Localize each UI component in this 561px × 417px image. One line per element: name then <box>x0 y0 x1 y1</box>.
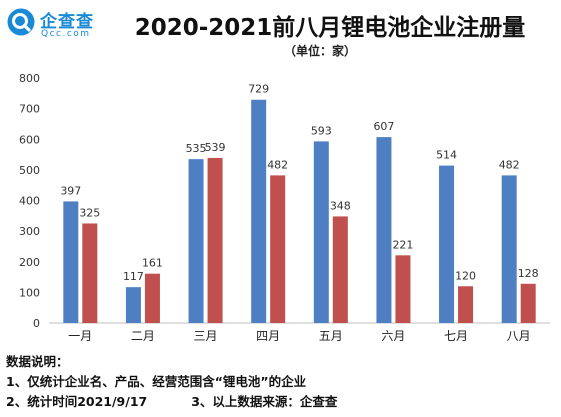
notes-line-3: 3、以上数据来源：企查查 <box>191 394 338 409</box>
data-label: 117 <box>123 270 144 283</box>
x-tick-label: 一月 <box>68 329 92 343</box>
x-tick-label: 二月 <box>131 329 155 343</box>
data-notes: 数据说明： 1、仅统计企业名、产品、经营范围含“锂电池”的企业 2、统计时间20… <box>6 352 337 412</box>
bar-chart: 0 100 200 300 400 500 600 700 800 一月 397 325 二月 11716… <box>19 72 550 343</box>
y-tick-label: 300 <box>19 225 40 238</box>
notes-line-2: 2、统计时间2021/9/17 <box>6 394 148 409</box>
bar <box>332 216 348 323</box>
data-label: 221 <box>392 238 413 251</box>
bar <box>144 273 160 323</box>
brand-name-en: Qcc.com <box>41 29 91 39</box>
bar <box>125 287 141 323</box>
chart-title: 2020-2021前八月锂电池企业注册量 <box>134 15 526 41</box>
qcc-logo-icon <box>7 8 35 36</box>
bar <box>251 99 267 324</box>
x-tick-label: 七月 <box>444 329 468 343</box>
data-label: 482 <box>267 158 288 171</box>
data-label: 593 <box>311 124 332 137</box>
notes-line-1: 1、仅统计企业名、产品、经营范围含“锂电池”的企业 <box>6 374 307 389</box>
bar <box>520 283 536 323</box>
data-label: 539 <box>205 141 226 154</box>
y-tick-label: 500 <box>19 164 40 177</box>
bar <box>376 137 392 323</box>
bar <box>395 255 411 323</box>
data-label: 397 <box>60 184 81 197</box>
y-tick-label: 400 <box>19 195 40 208</box>
data-label: 482 <box>499 158 520 171</box>
notes-heading: 数据说明： <box>6 354 69 369</box>
data-label: 607 <box>373 120 394 133</box>
bar <box>313 141 329 323</box>
x-tick-label: 八月 <box>507 329 531 343</box>
bar <box>188 159 204 323</box>
bar <box>63 201 79 323</box>
data-label: 535 <box>186 142 207 155</box>
y-tick-label: 600 <box>19 133 40 146</box>
bar <box>207 157 223 323</box>
y-tick-label: 0 <box>33 317 40 330</box>
data-label: 729 <box>248 83 269 96</box>
brand-name-cn: 企查查 <box>40 12 94 32</box>
data-label: 348 <box>330 199 351 212</box>
x-tick-label: 三月 <box>194 329 218 343</box>
bar <box>82 223 98 323</box>
y-tick-label: 200 <box>19 256 40 269</box>
brand-logo: 企查查 Qcc.com <box>6 5 116 45</box>
data-label: 120 <box>455 269 476 282</box>
bar <box>501 175 517 323</box>
data-label: 325 <box>79 206 100 219</box>
x-tick-label: 五月 <box>319 329 343 343</box>
bar <box>458 286 474 323</box>
data-label: 128 <box>518 267 539 280</box>
x-tick-label: 四月 <box>256 329 280 343</box>
bar <box>439 165 455 323</box>
y-tick-label: 700 <box>19 103 40 116</box>
x-tick-label: 六月 <box>381 329 405 343</box>
bar <box>270 175 286 323</box>
data-label: 161 <box>142 257 163 270</box>
y-tick-label: 800 <box>19 72 40 85</box>
chart-unit-subtitle: （单位：家） <box>284 44 357 58</box>
data-label: 514 <box>436 149 457 162</box>
y-tick-label: 100 <box>19 286 40 299</box>
